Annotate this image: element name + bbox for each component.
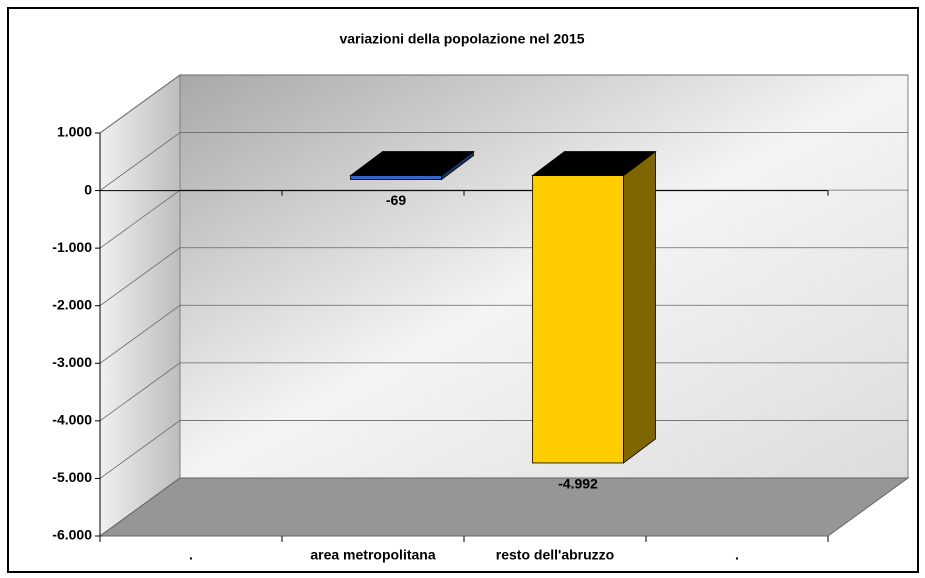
x-tick-label: resto dell'abruzzo — [496, 547, 614, 563]
y-tick-label: 0 — [84, 181, 92, 197]
data-label: -4.992 — [558, 476, 598, 492]
y-tick-label: -4.000 — [52, 412, 92, 428]
y-tick-label: -3.000 — [52, 354, 92, 370]
grid-line — [99, 304, 181, 364]
bar-top — [531, 151, 657, 176]
grid-line — [99, 420, 181, 479]
side-wall — [99, 74, 181, 537]
y-tick-label: -2.000 — [52, 296, 92, 312]
x-tick-label: . — [735, 547, 739, 563]
grid-line — [99, 247, 181, 307]
grid-line — [99, 132, 181, 191]
grid-line — [99, 189, 181, 249]
grid-line — [99, 74, 181, 134]
data-label: -69 — [386, 192, 406, 208]
bar-side — [623, 150, 656, 464]
y-tick-label: 1.000 — [57, 124, 92, 140]
bar-top — [349, 151, 475, 176]
chart-title: variazioni della popolazione nel 2015 — [339, 31, 584, 47]
x-tick-label: . — [189, 547, 193, 563]
bar — [532, 175, 624, 464]
grid-line — [99, 362, 181, 422]
y-tick-label: -1.000 — [52, 239, 92, 255]
floor — [98, 477, 910, 537]
y-tick-label: -5.000 — [52, 469, 92, 485]
bar — [350, 175, 442, 180]
y-tick-label: -6.000 — [52, 527, 92, 543]
grid-line — [99, 477, 181, 537]
x-tick-label: area metropolitana — [310, 547, 435, 563]
